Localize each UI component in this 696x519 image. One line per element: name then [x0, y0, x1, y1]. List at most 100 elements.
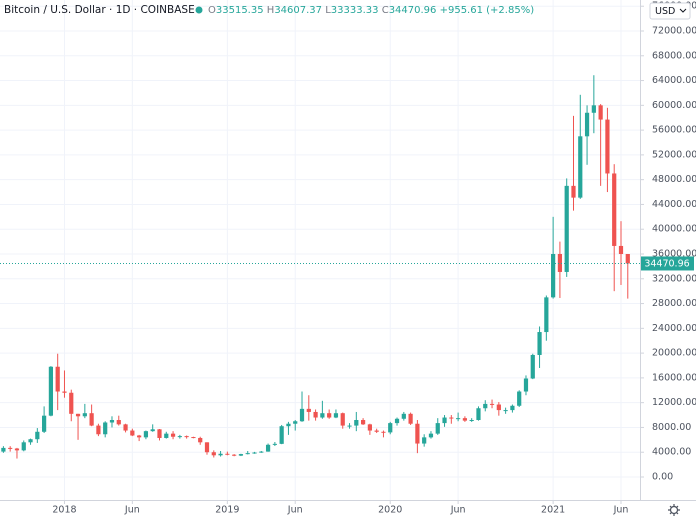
candle-body	[279, 426, 284, 444]
y-tick-label: 48000.00	[652, 174, 696, 185]
candle-body	[557, 253, 563, 272]
x-tick-label: Jun	[613, 505, 629, 516]
candle-body	[259, 451, 264, 453]
stat-value: 33333.33	[331, 5, 379, 16]
candle-body	[184, 436, 189, 438]
chart-title: Bitcoin / U.S. Dollar · 1D · COINBASE	[4, 4, 195, 16]
candle-body	[191, 437, 196, 439]
candle-body	[62, 391, 67, 393]
candle-body	[42, 415, 47, 432]
candle-body	[232, 454, 237, 456]
candle-body	[544, 297, 549, 333]
settings-icon[interactable]	[669, 505, 679, 515]
y-tick-label: 20000.00	[652, 348, 696, 359]
candle-body	[164, 433, 169, 438]
candle-body	[415, 423, 420, 444]
candle-body	[584, 112, 590, 137]
last-price-label: 34470.96	[644, 258, 689, 269]
candle-body	[408, 413, 413, 424]
axes: 0.00 4000.00 8000.00 12000.00 16000.00 20000.…	[52, 1, 696, 516]
candle-body	[530, 354, 535, 379]
candle-body	[422, 437, 427, 444]
last-price-box	[641, 256, 694, 271]
grid	[0, 0, 640, 500]
candle-body	[333, 413, 339, 418]
y-tick-label: 64000.00	[652, 75, 696, 86]
candle-body	[625, 253, 630, 264]
candle-body	[381, 431, 386, 433]
currency[interactable]: USD	[655, 6, 675, 17]
candle-body	[286, 423, 291, 427]
candle-body	[503, 410, 508, 412]
candle-body	[293, 421, 298, 424]
candle-body	[35, 431, 40, 440]
settings-icon-teeth[interactable]	[668, 504, 680, 516]
candle-body	[21, 442, 26, 451]
candle-body	[306, 408, 311, 412]
candle-body	[14, 448, 20, 451]
candle-body	[578, 136, 583, 198]
candle-body	[55, 366, 60, 392]
candle-body	[571, 185, 576, 198]
candle-body	[252, 452, 257, 454]
candle-body	[401, 413, 406, 419]
candle-body	[82, 413, 87, 417]
candle-body	[367, 424, 372, 431]
candle-body	[218, 453, 223, 456]
candle-body	[618, 245, 624, 254]
stat-label: L	[325, 5, 331, 16]
y-tick-label: 0.00	[652, 471, 673, 482]
candle-body	[449, 417, 454, 419]
candle-body	[320, 413, 325, 418]
candle-body	[170, 433, 176, 437]
x-tick-label: Jun	[124, 505, 140, 516]
y-tick-label: 8000.00	[652, 422, 691, 433]
candle-body	[462, 418, 468, 421]
stat-label: H	[267, 5, 275, 16]
candle-body	[116, 420, 121, 425]
candle-body	[469, 420, 474, 422]
candle-body	[28, 439, 33, 443]
y-tick-label: 72000.00	[652, 25, 696, 36]
x-tick-label: 2021	[541, 505, 565, 516]
y-tick-label: 44000.00	[652, 199, 696, 210]
stat-label: C	[382, 5, 389, 16]
candle-body	[523, 378, 529, 392]
candle-body	[564, 185, 569, 272]
candle-body	[489, 403, 495, 405]
candle-body	[96, 425, 101, 435]
y-tick-label: 52000.00	[652, 149, 696, 160]
candle-body	[48, 366, 54, 416]
y-tick-label: 28000.00	[652, 298, 696, 309]
candles	[0, 75, 640, 459]
y-tick-label: 32000.00	[652, 273, 696, 284]
candle-body	[123, 424, 128, 431]
currency-button[interactable]: USD	[649, 2, 691, 20]
y-tick-label: 16000.00	[652, 372, 696, 383]
stat-value: 34607.37	[274, 5, 322, 16]
candle-body	[591, 105, 596, 113]
x-tick-label: Jun	[450, 505, 466, 516]
candle-body	[435, 423, 440, 434]
candle-body	[211, 452, 216, 456]
candle-body	[537, 332, 542, 355]
y-tick-label: 60000.00	[652, 100, 696, 111]
dropdown-arrow[interactable]	[679, 8, 687, 13]
settings-button[interactable]	[668, 504, 680, 516]
candle-body	[75, 413, 81, 417]
y-tick-label: 36000.00	[652, 248, 696, 259]
y-tick-label: 40000.00	[652, 224, 696, 235]
candle-body	[198, 437, 203, 443]
candle-body	[388, 423, 393, 433]
candle-body	[177, 436, 182, 438]
candle-body	[327, 413, 332, 418]
candle-body	[354, 420, 359, 426]
candle-body	[456, 418, 461, 420]
candle-body	[551, 253, 556, 298]
candle-body	[347, 425, 352, 427]
currency-box[interactable]	[649, 2, 691, 20]
candle-body	[598, 105, 603, 120]
candle-body	[374, 430, 379, 432]
